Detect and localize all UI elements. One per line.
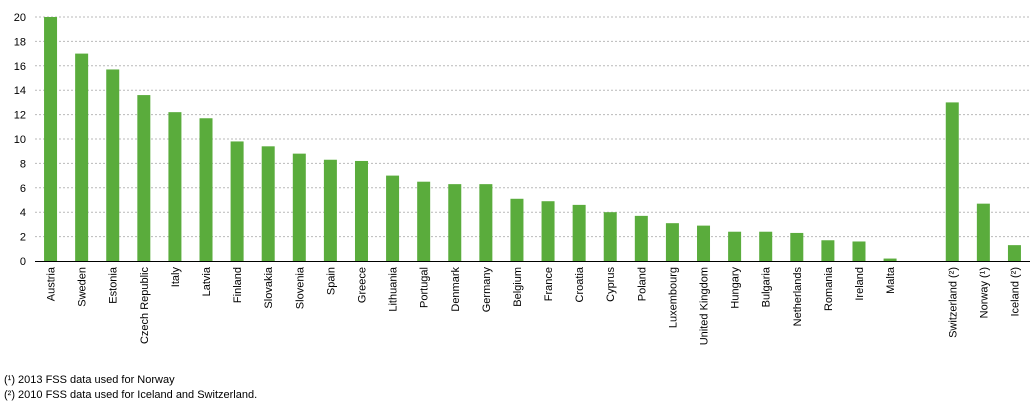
x-tick-label: Sweden xyxy=(77,267,89,307)
bar xyxy=(323,159,337,261)
x-tick-label: Belgium xyxy=(512,267,524,307)
footnotes: (¹) 2013 FSS data used for Norway (²) 20… xyxy=(4,373,257,403)
bar xyxy=(106,69,120,262)
x-axis-category-labels: Austria Sweden Estonia Czech Republic Italy L… xyxy=(46,266,1022,345)
y-tick-label: 4 xyxy=(20,207,26,219)
y-tick-label: 10 xyxy=(14,134,26,146)
bar xyxy=(44,17,58,261)
x-tick-label: Poland xyxy=(636,267,648,301)
bar xyxy=(541,201,555,261)
y-tick-label: 20 xyxy=(14,12,26,24)
x-tick-label: Denmark xyxy=(450,267,462,312)
x-tick-label: Slovenia xyxy=(294,266,306,309)
x-tick-label: Portugal xyxy=(419,267,431,308)
bar xyxy=(759,231,773,261)
bar xyxy=(603,212,617,261)
x-tick-label: France xyxy=(543,267,555,301)
x-tick-label: Netherlands xyxy=(792,267,804,327)
bars xyxy=(44,17,1021,262)
bar xyxy=(510,198,524,261)
y-tick-label: 2 xyxy=(20,232,26,244)
bar xyxy=(199,118,213,261)
bar xyxy=(572,204,586,261)
footnote-norway: (¹) 2013 FSS data used for Norway xyxy=(4,374,175,386)
x-tick-label: Iceland (²) xyxy=(1009,267,1021,317)
x-tick-label: Latvia xyxy=(201,266,213,296)
bar xyxy=(230,141,244,261)
y-tick-label: 6 xyxy=(20,183,26,195)
footnote-iceland-switzerland: (²) 2010 FSS data used for Iceland and S… xyxy=(4,389,258,401)
bar xyxy=(665,223,679,261)
x-tick-label: Ireland xyxy=(854,267,866,301)
bar xyxy=(261,146,275,261)
x-tick-label: Finland xyxy=(232,267,244,303)
bar xyxy=(386,175,400,261)
x-tick-label: Lithuania xyxy=(388,266,400,312)
x-tick-label: Switzerland (²) xyxy=(947,267,959,338)
x-tick-label: Czech Republic xyxy=(139,267,151,345)
y-tick-label: 12 xyxy=(14,110,26,122)
x-tick-label: Norway (¹) xyxy=(978,267,990,318)
bar xyxy=(168,112,182,261)
x-tick-label: Hungary xyxy=(730,267,742,309)
bar xyxy=(634,215,648,261)
bar xyxy=(883,258,897,261)
x-tick-label: Austria xyxy=(46,266,58,301)
x-tick-label: United Kingdom xyxy=(699,267,711,345)
y-axis-tick-labels: 0 2 4 6 8 10 12 14 16 18 20 xyxy=(14,12,26,268)
x-tick-label: Croatia xyxy=(574,266,586,302)
x-tick-label: Spain xyxy=(325,267,337,295)
bar xyxy=(697,225,711,261)
bar xyxy=(852,241,866,261)
bar xyxy=(790,232,804,261)
y-tick-label: 16 xyxy=(14,61,26,73)
y-tick-label: 0 xyxy=(20,256,26,268)
bar xyxy=(292,153,306,261)
bar xyxy=(479,184,493,261)
x-tick-label: Romania xyxy=(823,266,835,311)
bar-chart: 0 2 4 6 8 10 12 14 16 18 20 Austria Sweden Estonia Cz… xyxy=(14,12,1030,345)
bar xyxy=(976,203,990,261)
x-tick-label: Slovakia xyxy=(263,266,275,308)
bar xyxy=(137,95,151,261)
x-tick-label: Cyprus xyxy=(605,267,617,302)
bar xyxy=(728,231,742,261)
x-tick-label: Bulgaria xyxy=(761,266,773,307)
x-tick-label: Luxembourg xyxy=(667,267,679,328)
x-tick-label: Malta xyxy=(885,266,897,294)
bar xyxy=(1007,245,1021,261)
bar xyxy=(75,53,89,261)
bar xyxy=(945,102,959,262)
x-tick-label: Estonia xyxy=(108,266,120,304)
bar xyxy=(821,240,835,261)
y-tick-label: 8 xyxy=(20,158,26,170)
y-tick-label: 18 xyxy=(14,36,26,48)
bar xyxy=(448,184,462,261)
x-tick-label: Italy xyxy=(170,267,182,288)
x-tick-label: Germany xyxy=(481,267,493,313)
y-tick-label: 14 xyxy=(14,85,26,97)
grid-lines xyxy=(35,16,1030,238)
bar xyxy=(417,181,431,261)
x-tick-label: Greece xyxy=(356,267,368,303)
bar xyxy=(354,160,368,261)
